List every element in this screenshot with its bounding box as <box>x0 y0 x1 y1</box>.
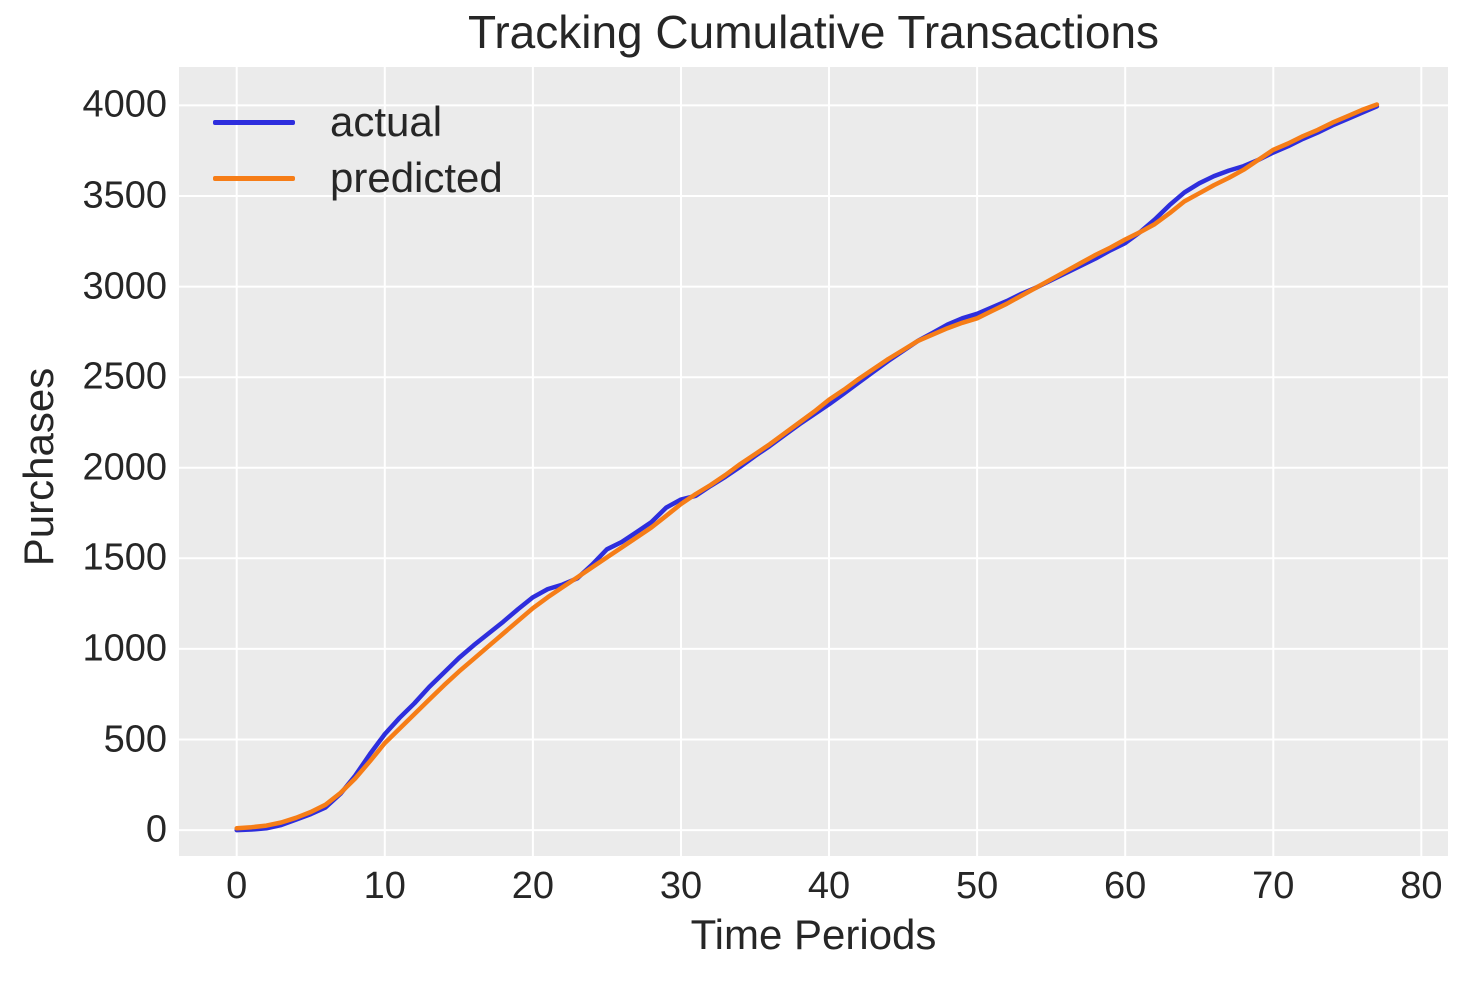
y-axis-label: Purchases <box>15 367 62 567</box>
x-tick-label: 60 <box>1104 865 1147 907</box>
legend: actual predicted <box>213 94 503 206</box>
y-tick-label: 0 <box>145 808 167 851</box>
x-tick-label: 70 <box>1252 865 1295 907</box>
x-tick-label: 30 <box>659 865 703 907</box>
y-tick-label: 1500 <box>82 536 167 579</box>
chart-title: Tracking Cumulative Transactions <box>467 6 1160 58</box>
plot-area <box>179 67 1448 856</box>
legend-label-predicted: predicted <box>330 154 503 201</box>
y-tick-label: 4000 <box>82 83 167 126</box>
y-tick-label: 3500 <box>82 174 167 217</box>
y-tick-label: 1000 <box>82 627 167 670</box>
x-axis-label: Time Periods <box>690 911 937 958</box>
x-tick-label: 50 <box>955 865 999 907</box>
legend-item-predicted: predicted <box>213 150 503 206</box>
x-tick-label: 80 <box>1400 865 1443 907</box>
x-tick-label: 10 <box>363 865 406 907</box>
y-tick-label: 2500 <box>82 355 167 398</box>
predicted-line-swatch <box>213 175 295 181</box>
x-tick-label: 0 <box>226 865 248 907</box>
x-tick-label: 20 <box>511 865 555 907</box>
legend-item-actual: actual <box>213 94 503 150</box>
actual-line-swatch <box>213 119 295 125</box>
y-tick-label: 3000 <box>82 265 167 308</box>
y-tick-label: 500 <box>103 718 167 760</box>
y-tick-label: 2000 <box>82 446 167 489</box>
legend-label-actual: actual <box>330 98 443 145</box>
x-tick-label: 40 <box>807 865 851 907</box>
predicted-line <box>234 102 1380 831</box>
